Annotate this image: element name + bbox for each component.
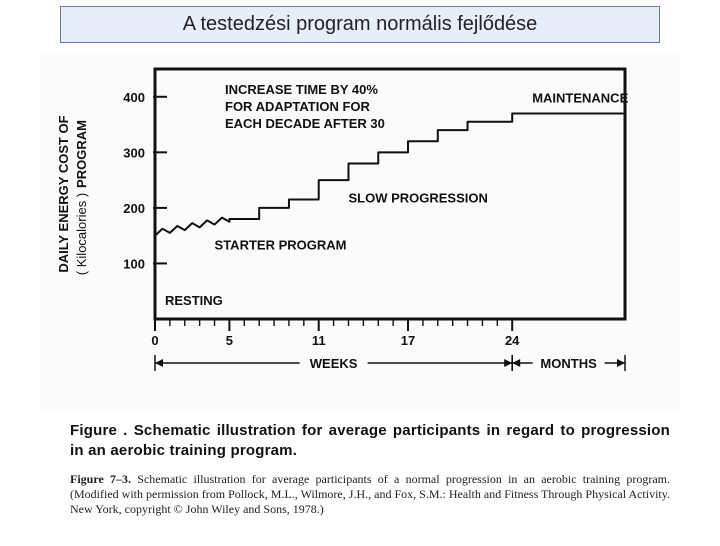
svg-text:400: 400 xyxy=(123,90,145,105)
figure-caption: Figure . Schematic illustration for aver… xyxy=(70,421,670,462)
page-title: A testedzési program normális fejlődése xyxy=(60,6,660,43)
footnote-lead: Figure 7–3. xyxy=(70,472,131,486)
svg-text:DAILY ENERGY COST OF: DAILY ENERGY COST OF xyxy=(56,115,71,272)
svg-text:STARTER PROGRAM: STARTER PROGRAM xyxy=(215,238,347,253)
figure-caption-text: Schematic illustration for average parti… xyxy=(70,422,670,459)
figure-footnote: Figure 7–3. Schematic illustration for a… xyxy=(70,472,670,517)
progression-chart: 100 200 300 400 DAILY ENERGY COST OFPROGRAM (… xyxy=(40,51,680,411)
caption-block: Figure . Schematic illustration for aver… xyxy=(70,421,670,517)
chart-svg: 100 200 300 400 DAILY ENERGY COST OFPROGRAM (… xyxy=(40,51,680,411)
svg-text:300: 300 xyxy=(123,145,145,160)
svg-text:INCREASE TIME BY 40%: INCREASE TIME BY 40% xyxy=(225,82,378,97)
svg-text:MONTHS: MONTHS xyxy=(540,356,597,371)
svg-text:RESTING: RESTING xyxy=(165,293,223,308)
footnote-text: Schematic illustration for average parti… xyxy=(70,472,670,516)
svg-text:17: 17 xyxy=(401,333,415,348)
svg-text:( Kilocalories ): ( Kilocalories ) xyxy=(74,193,89,275)
svg-text:0: 0 xyxy=(151,333,158,348)
svg-text:SLOW PROGRESSION: SLOW PROGRESSION xyxy=(348,190,487,205)
svg-text:100: 100 xyxy=(123,256,145,271)
svg-text:5: 5 xyxy=(226,333,233,348)
svg-text:MAINTENANCE: MAINTENANCE xyxy=(532,90,628,105)
svg-text:FOR ADAPTATION FOR: FOR ADAPTATION FOR xyxy=(225,99,371,114)
svg-text:WEEKS: WEEKS xyxy=(310,356,358,371)
figure-label: Figure . xyxy=(70,422,128,439)
svg-text:200: 200 xyxy=(123,201,145,216)
svg-text:PROGRAM: PROGRAM xyxy=(74,120,89,188)
svg-text:24: 24 xyxy=(505,333,520,348)
svg-text:EACH DECADE AFTER 30: EACH DECADE AFTER 30 xyxy=(225,116,385,131)
svg-text:11: 11 xyxy=(312,333,326,348)
